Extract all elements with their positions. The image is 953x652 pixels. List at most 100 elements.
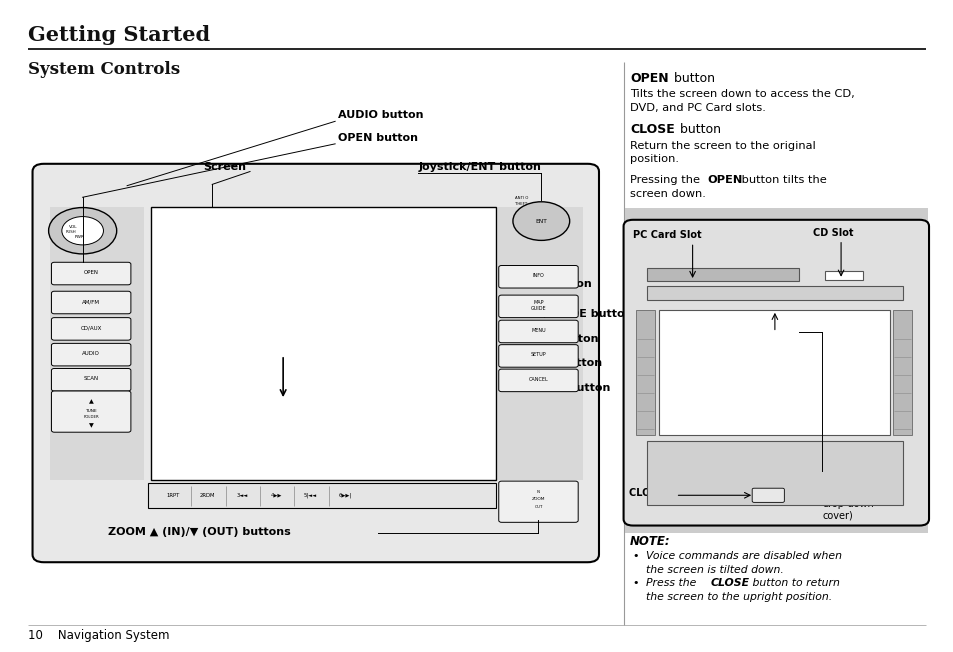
FancyBboxPatch shape	[498, 265, 578, 288]
FancyBboxPatch shape	[498, 345, 578, 367]
Text: INFO button: INFO button	[516, 279, 591, 289]
Text: MAP/GUIDE button: MAP/GUIDE button	[516, 309, 632, 319]
Text: NOTE:: NOTE:	[630, 535, 670, 548]
Text: TUNE: TUNE	[85, 409, 97, 413]
Text: ANTI O: ANTI O	[515, 196, 528, 200]
Bar	[50, 207, 144, 481]
Text: PC Card Slot: PC Card Slot	[633, 230, 700, 240]
Text: OPEN: OPEN	[707, 175, 742, 185]
FancyBboxPatch shape	[51, 391, 131, 432]
Text: SETUP: SETUP	[530, 353, 546, 357]
Text: 4▶▶: 4▶▶	[271, 493, 282, 497]
Text: cover): cover)	[821, 510, 852, 520]
Text: Navi DVD Slot: Navi DVD Slot	[821, 475, 898, 485]
Text: CD Slot: CD Slot	[812, 228, 852, 239]
Bar	[646, 286, 902, 301]
Text: ENT: ENT	[535, 218, 547, 224]
Bar	[151, 207, 496, 481]
Text: screen down.: screen down.	[630, 189, 705, 199]
Text: the screen is tilted down.: the screen is tilted down.	[645, 565, 783, 575]
Text: Return the screen to the original: Return the screen to the original	[630, 141, 815, 151]
Text: AUDIO button: AUDIO button	[337, 110, 423, 120]
Text: 2RDM: 2RDM	[199, 493, 215, 497]
Circle shape	[49, 207, 116, 254]
FancyBboxPatch shape	[51, 262, 131, 285]
Text: AUDIO: AUDIO	[82, 351, 100, 356]
FancyBboxPatch shape	[32, 164, 598, 562]
Bar	[658, 310, 889, 436]
FancyBboxPatch shape	[623, 220, 928, 526]
Bar	[625, 208, 927, 533]
Text: PUSH: PUSH	[66, 230, 76, 234]
Text: OUT: OUT	[534, 505, 542, 509]
Text: ▼: ▼	[89, 423, 93, 428]
Text: INFO: INFO	[532, 273, 544, 278]
Text: FOLDER: FOLDER	[83, 415, 99, 419]
Text: ZOOM: ZOOM	[531, 497, 545, 501]
Text: button tilts the: button tilts the	[738, 175, 826, 185]
Text: ▲: ▲	[89, 400, 93, 404]
Text: CLOSE button: CLOSE button	[629, 488, 704, 498]
Bar	[892, 310, 911, 436]
Text: 10    Navigation System: 10 Navigation System	[28, 629, 169, 642]
Text: OPEN: OPEN	[630, 72, 668, 85]
Text: drop-down: drop-down	[821, 499, 873, 509]
Text: •: •	[632, 552, 638, 561]
Text: position.: position.	[630, 154, 679, 164]
FancyBboxPatch shape	[51, 368, 131, 391]
Bar	[636, 310, 654, 436]
Text: OPEN button: OPEN button	[337, 132, 417, 143]
Text: AM/FM: AM/FM	[82, 299, 100, 304]
Text: VOL: VOL	[70, 224, 78, 228]
FancyBboxPatch shape	[751, 488, 783, 502]
FancyBboxPatch shape	[51, 344, 131, 366]
Text: the screen to the upright position.: the screen to the upright position.	[645, 592, 832, 602]
Text: Joystick/ENT button: Joystick/ENT button	[418, 162, 540, 171]
Text: Voice commands are disabled when: Voice commands are disabled when	[645, 552, 841, 561]
Text: 3◄◄: 3◄◄	[236, 493, 248, 497]
Text: DVD, and PC Card slots.: DVD, and PC Card slots.	[630, 102, 765, 113]
Bar	[824, 271, 862, 280]
Text: CANCEL button: CANCEL button	[516, 383, 610, 393]
FancyBboxPatch shape	[498, 369, 578, 392]
Text: button to return: button to return	[748, 578, 840, 588]
Text: PWR: PWR	[74, 235, 84, 239]
Text: button: button	[675, 123, 720, 136]
Text: SETUP button: SETUP button	[516, 359, 601, 368]
Text: Tilts the screen down to access the CD,: Tilts the screen down to access the CD,	[630, 89, 854, 99]
Text: Getting Started: Getting Started	[28, 25, 210, 45]
Bar	[646, 441, 902, 505]
Text: THEFT: THEFT	[515, 202, 526, 206]
FancyBboxPatch shape	[498, 320, 578, 343]
Text: MAP
GUIDE: MAP GUIDE	[530, 300, 546, 311]
Text: (Located behind: (Located behind	[821, 487, 901, 497]
Text: Screen: Screen	[203, 162, 246, 171]
Text: ZOOM ▲ (IN)/▼ (OUT) buttons: ZOOM ▲ (IN)/▼ (OUT) buttons	[108, 527, 291, 537]
FancyBboxPatch shape	[51, 318, 131, 340]
FancyBboxPatch shape	[498, 295, 578, 318]
Text: MENU: MENU	[531, 328, 545, 333]
FancyBboxPatch shape	[51, 291, 131, 314]
Text: 5|◄◄: 5|◄◄	[304, 492, 316, 498]
Text: OPEN: OPEN	[84, 270, 98, 275]
Text: •: •	[632, 578, 638, 588]
Bar	[497, 207, 582, 481]
Text: CD/AUX: CD/AUX	[80, 325, 102, 331]
Text: IN: IN	[536, 490, 540, 494]
Text: button: button	[669, 72, 714, 85]
Text: 6▶▶|: 6▶▶|	[338, 492, 352, 498]
Text: SCAN: SCAN	[84, 376, 98, 381]
Text: CLOSE: CLOSE	[630, 123, 674, 136]
Text: MENU button: MENU button	[516, 334, 598, 344]
Text: Press the: Press the	[645, 578, 700, 588]
Text: System Controls: System Controls	[28, 61, 180, 78]
Text: CLOSE: CLOSE	[710, 578, 749, 588]
Text: 1RPT: 1RPT	[167, 493, 180, 497]
Bar	[646, 268, 798, 281]
Circle shape	[513, 201, 569, 241]
FancyBboxPatch shape	[498, 481, 578, 522]
Bar	[148, 483, 496, 507]
Text: Pressing the: Pressing the	[630, 175, 703, 185]
Circle shape	[62, 216, 103, 245]
Text: CANCEL: CANCEL	[528, 377, 548, 382]
